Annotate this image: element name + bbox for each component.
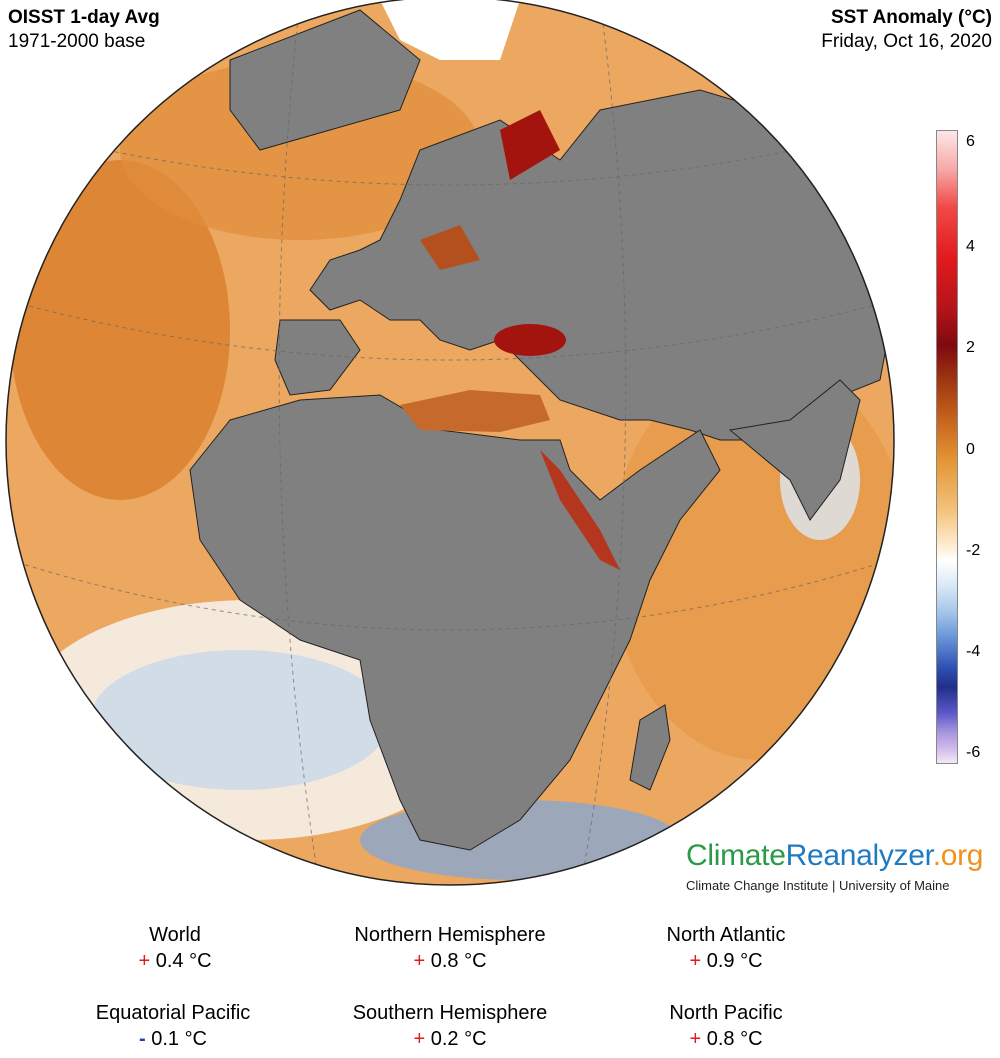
stat-sign: + [413,950,426,972]
sea-ice [380,0,520,60]
stat-north-atlantic: North Atlantic + 0.9 °C [576,922,876,974]
brand-part: Climate [686,839,786,872]
colorbar-tick: 4 [966,238,975,255]
stat-label: Northern Hemisphere [354,924,546,946]
black-sea-anomaly [494,324,566,356]
globe-map [5,0,895,886]
stat-value: 0.4 °C [155,950,212,972]
stat-equatorial-pacific: Equatorial Pacific - 0.1 °C [23,1000,323,1052]
stat-value: 0.2 °C [430,1028,487,1050]
brand-part: .org [932,839,984,872]
title-block-right: SST Anomaly (°C) Friday, Oct 16, 2020 [821,6,992,54]
stat-value: 0.8 °C [430,950,487,972]
stat-value: 0.1 °C [151,1028,208,1050]
mediterranean-anomaly [400,390,550,432]
stat-label: World [149,924,201,946]
colorbar [936,130,958,764]
colorbar-tick: 2 [966,339,975,356]
institution-credit: Climate Change Institute | University of… [686,878,950,893]
stat-value: 0.9 °C [706,950,763,972]
stat-southern-hemisphere: Southern Hemisphere + 0.2 °C [300,1000,600,1052]
baseline-period: 1971-2000 base [8,31,146,52]
stat-northern-hemisphere: Northern Hemisphere + 0.8 °C [300,922,600,974]
stat-sign: + [689,950,702,972]
stat-sign: + [413,1028,426,1050]
stat-world: World + 0.4 °C [25,922,325,974]
stat-label: Equatorial Pacific [95,1002,251,1024]
map-title: OISST 1-day Avg [8,7,160,28]
colorbar-tick: 0 [966,441,975,458]
stat-north-pacific: North Pacific + 0.8 °C [576,1000,876,1052]
stat-label: North Pacific [669,1002,783,1024]
stat-value: 0.8 °C [706,1028,763,1050]
brand-logo: ClimateReanalyzer.org [686,838,983,874]
colorbar-tick: -6 [966,744,981,761]
title-block-left: OISST 1-day Avg 1971-2000 base [8,6,160,54]
colorbar-tick: 6 [966,133,975,150]
land-africa [189,394,721,851]
stat-sign: - [138,1028,146,1050]
stat-label: North Atlantic [666,924,786,946]
colorbar-tick: -2 [966,542,981,559]
map-date: Friday, Oct 16, 2020 [821,31,992,52]
colorbar-tick: -4 [966,643,981,660]
land-greenland [229,9,421,151]
brand-part: Reanalyzer [785,839,933,872]
stat-sign: + [689,1028,702,1050]
variable-title: SST Anomaly (°C) [830,7,992,28]
stat-sign: + [138,950,151,972]
stat-label: Southern Hemisphere [352,1002,548,1024]
